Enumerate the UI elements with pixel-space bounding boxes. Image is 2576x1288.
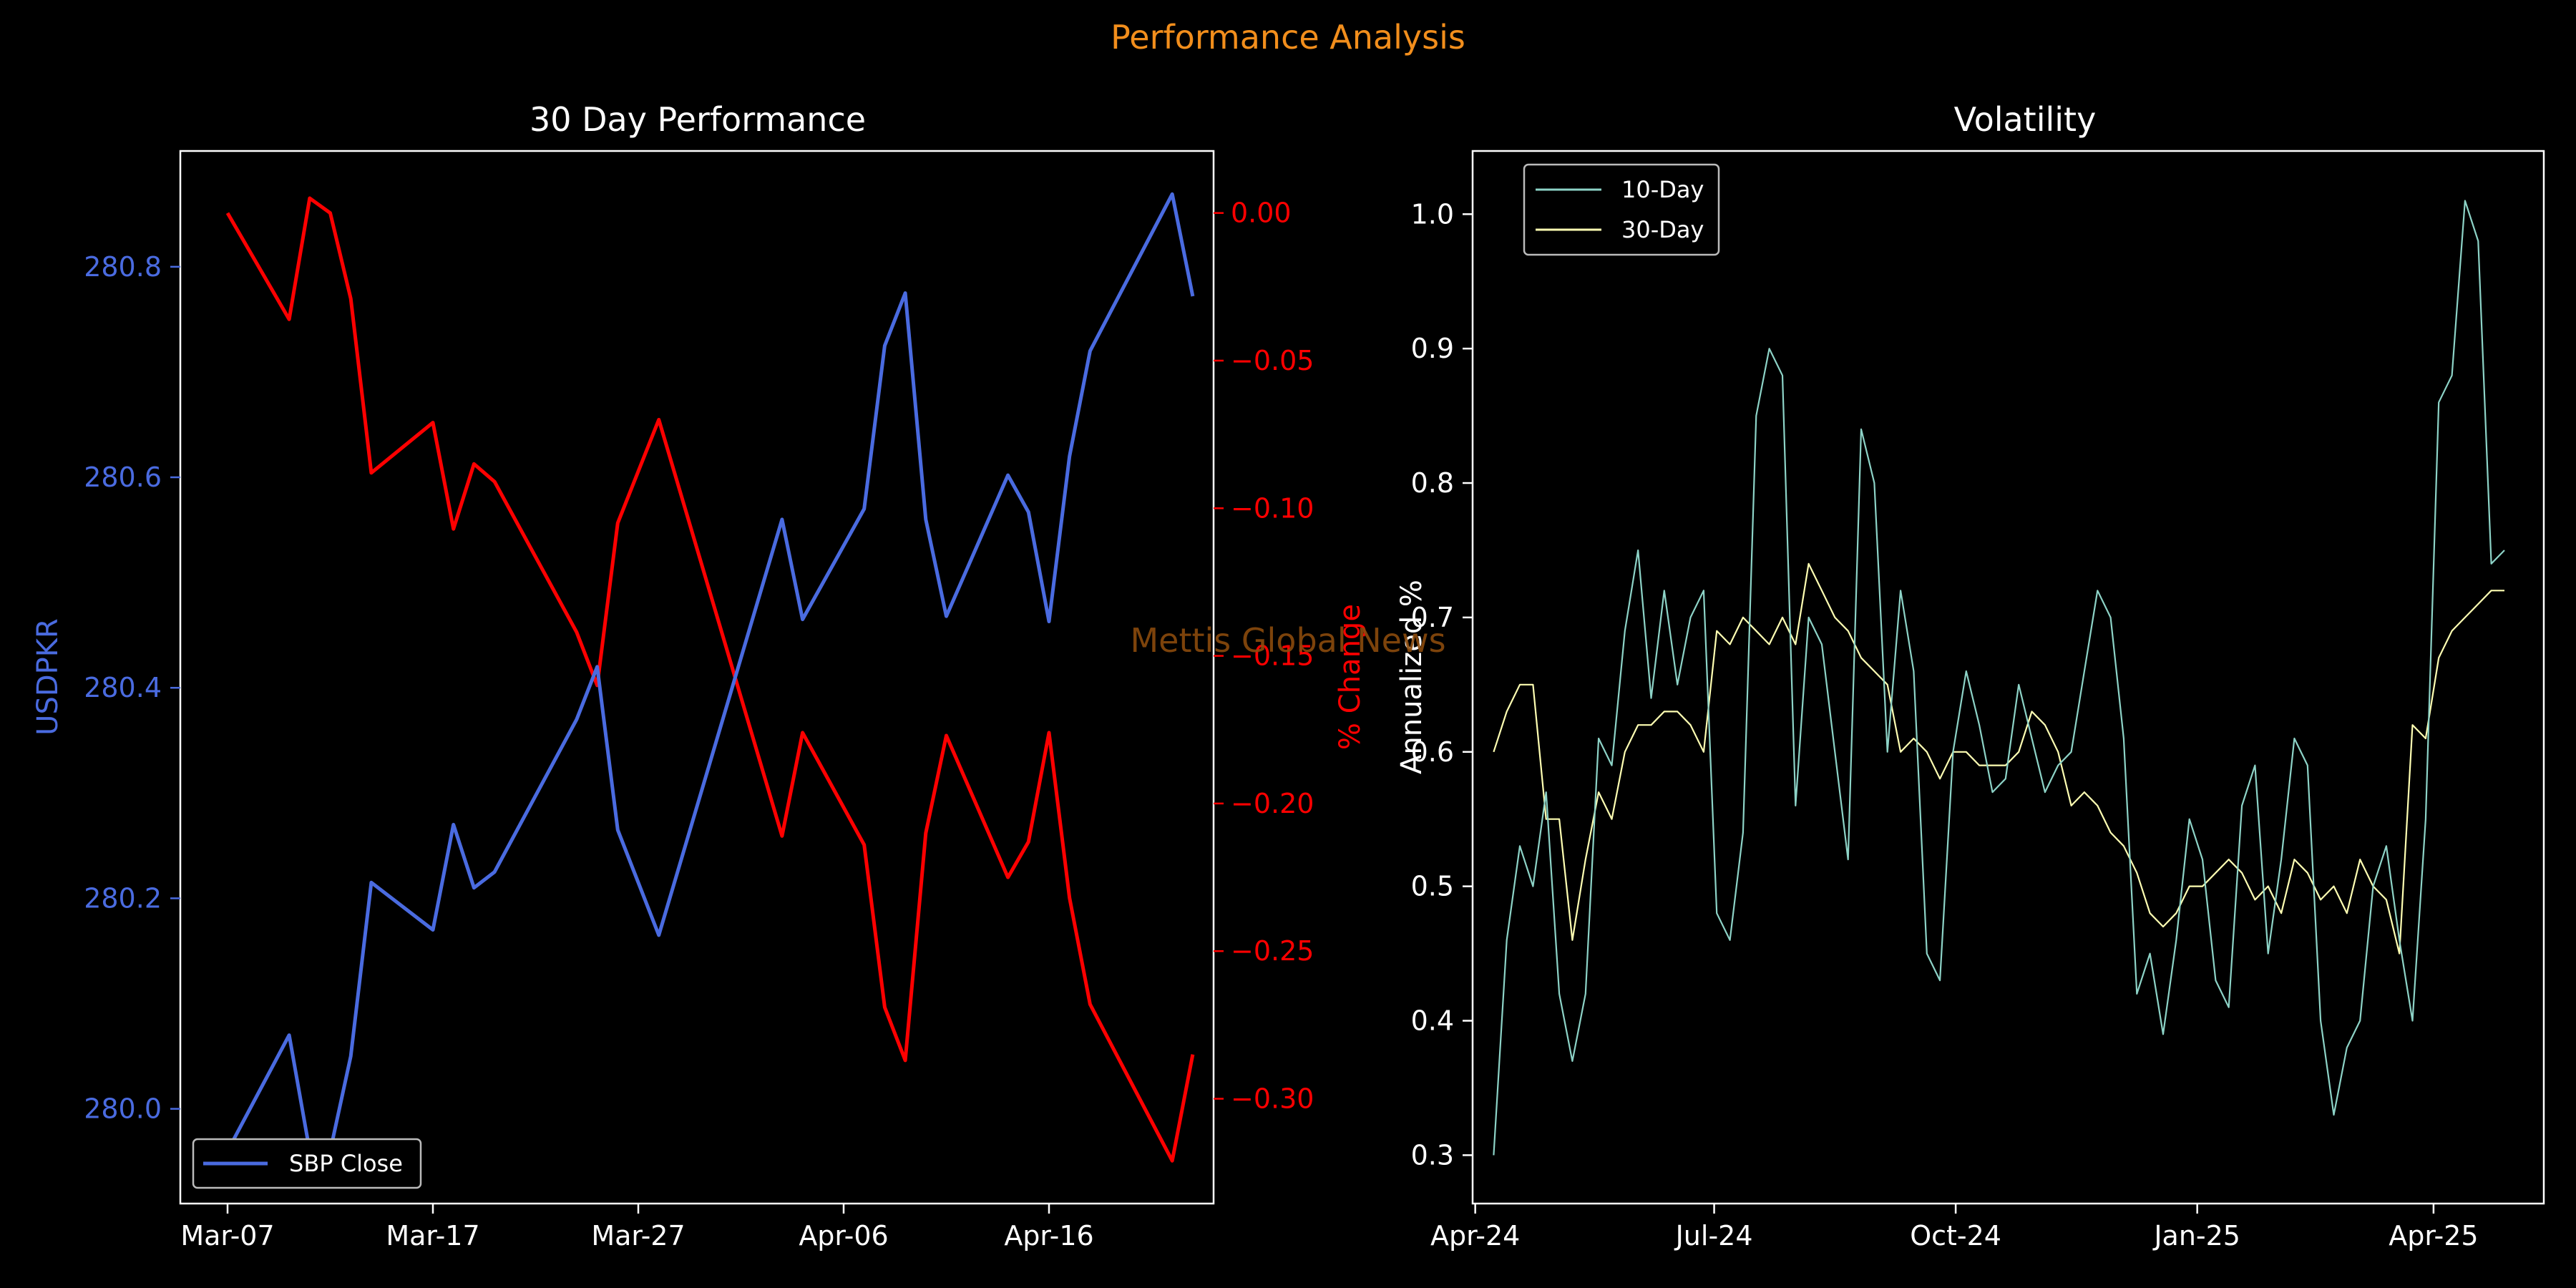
performance-axes-frame: [179, 150, 1215, 1205]
volatility-title: Volatility: [1954, 100, 2097, 139]
legend-label-sbp-close: SBP Close: [289, 1150, 403, 1177]
volatility-x-axis: Apr-24 Jul-24 Oct-24 Jan-25 Apr-25: [1430, 1204, 2479, 1252]
y-tick-label: 0.6: [1411, 736, 1454, 768]
legend-label-10-day: 10-Day: [1621, 176, 1704, 203]
x-tick-label: Mar-27: [591, 1220, 685, 1252]
volatility-legend-box: [1523, 163, 1720, 256]
performance-y-axis-left: 280.0 280.2 280.4 280.6 280.8: [84, 251, 180, 1125]
y2-tick-label: −0.15: [1231, 640, 1314, 672]
y2-tick-label: −0.30: [1231, 1083, 1314, 1115]
x-tick-label: Mar-17: [386, 1220, 479, 1252]
y-tick-label: 280.4: [84, 672, 162, 703]
y2-tick-label: −0.20: [1231, 788, 1314, 819]
x-tick-label: Jul-24: [1674, 1220, 1753, 1252]
y-tick-label: 280.0: [84, 1093, 162, 1125]
volatility-axes-frame: [1471, 150, 2545, 1205]
performance-y-axis-right: 0.00 −0.05 −0.10 −0.15 −0.20 −0.25 −0.30: [1214, 197, 1314, 1115]
x-tick-label: Apr-06: [799, 1220, 888, 1252]
performance-legend[interactable]: SBP Close: [192, 1138, 422, 1189]
performance-x-axis: Mar-07 Mar-17 Mar-27 Apr-06 Apr-16: [180, 1204, 1094, 1252]
suptitle: Performance Analysis: [1111, 18, 1465, 57]
volatility-legend[interactable]: 10-Day 30-Day: [1523, 163, 1720, 256]
performance-panel: 30 Day Performance Mar-07 Mar-17 Mar-27 Apr…: [31, 100, 1367, 1252]
performance-title: 30 Day Performance: [530, 100, 866, 139]
volatility-y-axis: 0.3 0.4 0.5 0.6 0.7 0.8 0.9 1.0: [1411, 198, 1473, 1171]
y-tick-label: 0.5: [1411, 871, 1454, 902]
legend-label-30-day: 30-Day: [1621, 216, 1704, 243]
series-line-pct-change: [225, 196, 1195, 1163]
y2-tick-label: 0.00: [1231, 197, 1292, 229]
x-tick-label: Apr-16: [1004, 1220, 1093, 1252]
x-tick-label: Apr-25: [2389, 1220, 2478, 1252]
series-line-10-day: [1493, 200, 2505, 1156]
y-tick-label: 1.0: [1411, 198, 1454, 230]
y-tick-label: 0.8: [1411, 467, 1454, 499]
x-tick-label: Oct-24: [1910, 1220, 2001, 1252]
performance-y2label: % Change: [1334, 604, 1367, 750]
y-tick-label: 0.7: [1411, 602, 1454, 633]
y-tick-label: 280.6: [84, 462, 162, 493]
volatility-panel: Volatility Apr-24 Jul-24 Oct-24 Jan-25 Apr-2…: [1395, 100, 2545, 1252]
performance-ylabel: USDPKR: [31, 618, 64, 736]
performance-series-layer: [225, 192, 1195, 1163]
y-tick-label: 0.9: [1411, 333, 1454, 364]
y-tick-label: 0.4: [1411, 1005, 1454, 1037]
volatility-ylabel: Annualized %: [1395, 580, 1428, 774]
performance-legend-box: [192, 1138, 422, 1189]
x-tick-label: Apr-24: [1430, 1220, 1520, 1252]
watermark: Mettis Global News: [1130, 621, 1445, 660]
y-tick-label: 280.2: [84, 882, 162, 914]
y-tick-label: 0.3: [1411, 1139, 1454, 1171]
y2-tick-label: −0.25: [1231, 935, 1314, 967]
series-line-30-day: [1493, 562, 2504, 955]
y2-tick-label: −0.10: [1231, 492, 1314, 524]
x-tick-label: Jan-25: [2152, 1220, 2240, 1252]
y2-tick-label: −0.05: [1231, 345, 1314, 376]
volatility-series-layer: [1493, 200, 2505, 1156]
y-tick-label: 280.8: [84, 251, 162, 283]
series-line-sbp-close: [225, 192, 1195, 1153]
x-tick-label: Mar-07: [180, 1220, 274, 1252]
